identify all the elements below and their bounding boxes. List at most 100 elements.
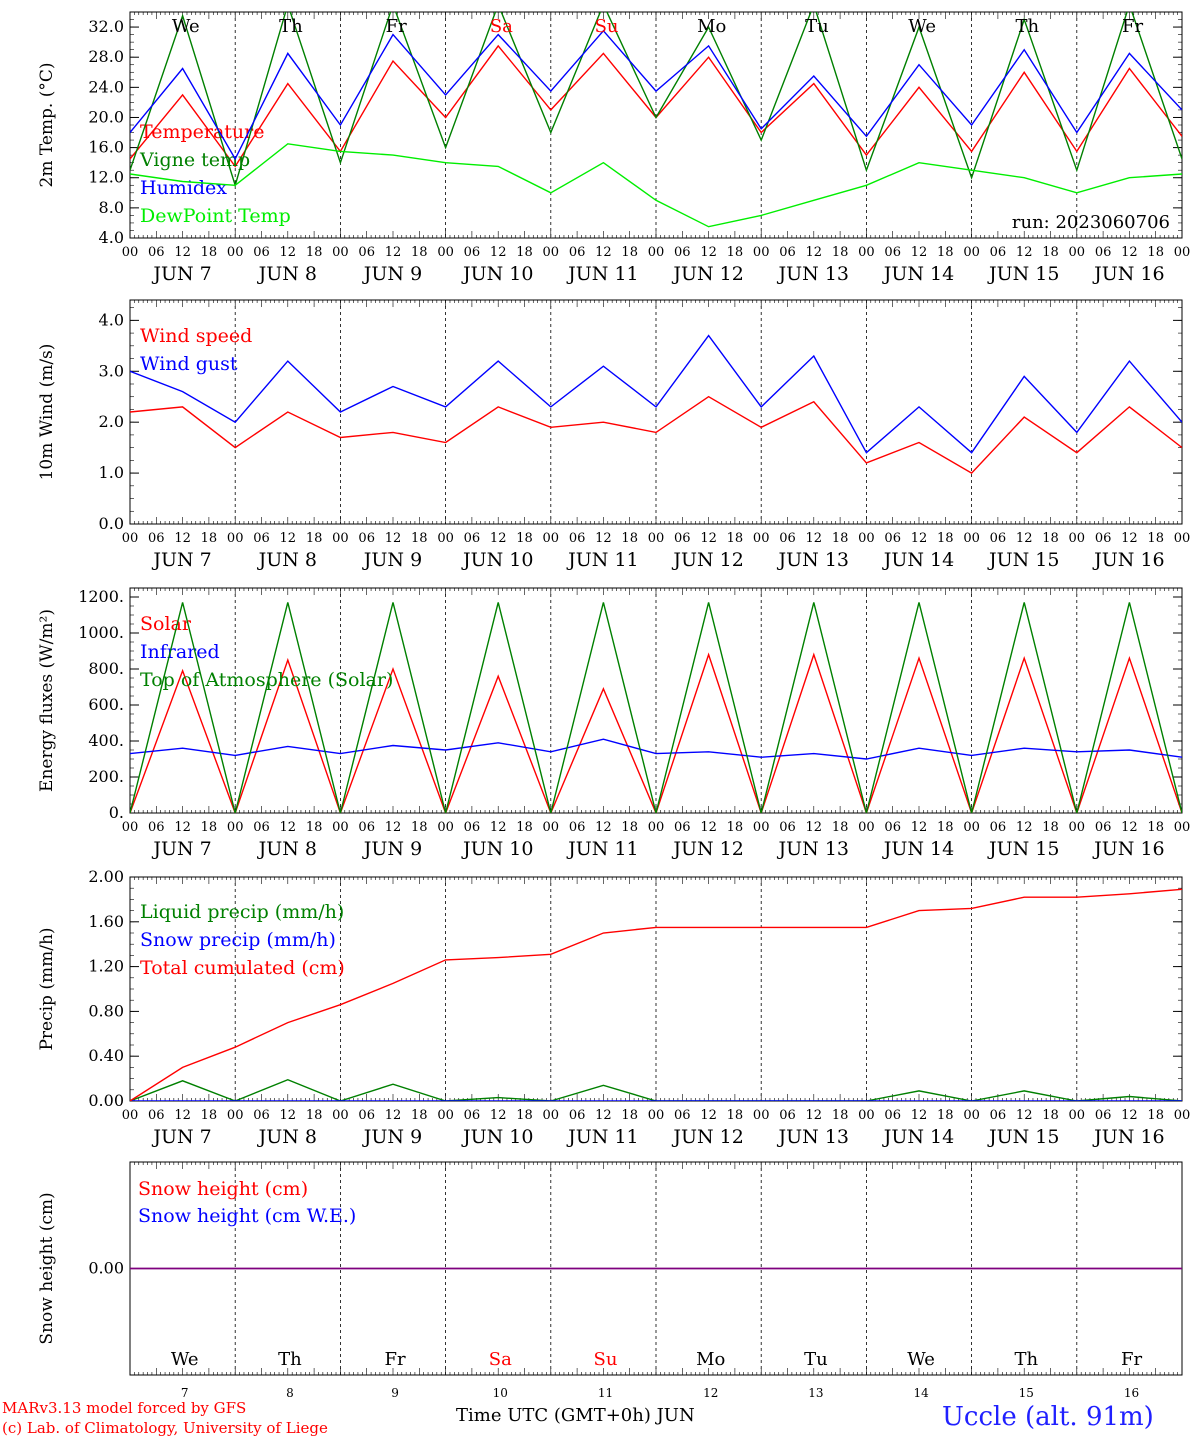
hour-tick-label: 12 — [280, 245, 297, 260]
hour-tick-label: 00 — [437, 820, 454, 835]
hour-tick-label: 06 — [674, 245, 691, 260]
hour-tick-label: 18 — [1147, 820, 1164, 835]
date-label: JUN 16 — [1092, 1126, 1164, 1148]
hour-tick-label: 06 — [990, 531, 1007, 546]
hour-tick-label: 18 — [1042, 531, 1059, 546]
hour-tick-label: 18 — [1147, 1108, 1164, 1123]
hour-tick-label: 18 — [1147, 531, 1164, 546]
series-line-1 — [130, 1078, 1182, 1101]
hour-tick-label: 06 — [1095, 1108, 1112, 1123]
date-label: JUN 14 — [882, 838, 954, 860]
hour-tick-label: 18 — [201, 820, 218, 835]
day-abbr-label: We — [907, 1349, 935, 1370]
legend-entry: Infrared — [140, 641, 220, 663]
series-line-3 — [130, 602, 1182, 813]
date-label: JUN 9 — [362, 1126, 422, 1148]
y-axis-label: Snow height (cm) — [37, 1192, 57, 1344]
date-label: JUN 16 — [1092, 263, 1164, 285]
hour-tick-label: 06 — [884, 245, 901, 260]
date-label: JUN 16 — [1092, 549, 1164, 571]
hour-tick-label: 18 — [1042, 1108, 1059, 1123]
hour-tick-label: 18 — [937, 820, 954, 835]
date-label: JUN 7 — [151, 838, 211, 860]
legend-entry: Humidex — [140, 177, 227, 199]
date-label: JUN 13 — [777, 1126, 849, 1148]
date-label: JUN 9 — [362, 838, 422, 860]
hour-tick-label: 18 — [727, 1108, 744, 1123]
legend-entry: Snow height (cm) — [138, 1178, 308, 1200]
hour-tick-label: 00 — [332, 245, 349, 260]
day-abbr-label: Th — [1014, 1349, 1038, 1370]
hour-tick-label: 18 — [411, 245, 428, 260]
hour-tick-label: 06 — [253, 245, 270, 260]
hour-tick-label: 00 — [753, 531, 770, 546]
date-label: JUN 15 — [987, 1126, 1059, 1148]
series-line-2 — [130, 334, 1182, 454]
panel-2: 0.0 1.0 2.0 3.0 4.0 10m Wind (m/s) Wind speed W… — [37, 299, 1190, 571]
hour-tick-label: 00 — [648, 531, 665, 546]
hour-tick-label: 12 — [595, 245, 612, 260]
y-axis-label: Energy fluxes (W/m²) — [37, 609, 57, 792]
date-label: JUN 8 — [257, 549, 317, 571]
hour-tick-label: 12 — [1121, 531, 1138, 546]
date-label: JUN 10 — [461, 549, 533, 571]
date-label: JUN 15 — [987, 263, 1059, 285]
hour-tick-label: 06 — [464, 245, 481, 260]
y-tick-label: 0.80 — [88, 1001, 124, 1020]
hour-tick-label: 18 — [621, 245, 638, 260]
hour-tick-label: 00 — [332, 820, 349, 835]
y-tick-label: 0.40 — [88, 1046, 124, 1065]
date-number-label: 13 — [808, 1386, 823, 1400]
date-label: JUN 10 — [461, 838, 533, 860]
hour-tick-label: 00 — [227, 1108, 244, 1123]
date-label: JUN 15 — [987, 838, 1059, 860]
date-label: JUN 13 — [777, 263, 849, 285]
hour-tick-label: 12 — [700, 245, 717, 260]
hour-tick-label: 12 — [174, 1108, 191, 1123]
hour-tick-label: 00 — [332, 1108, 349, 1123]
hour-tick-label: 12 — [280, 1108, 297, 1123]
day-abbr-label: Fr — [1122, 16, 1143, 37]
day-abbr-label: Mo — [696, 1349, 725, 1370]
day-abbr-label: Mo — [697, 16, 726, 37]
hour-tick-label: 00 — [648, 245, 665, 260]
hour-tick-label: 00 — [543, 245, 560, 260]
hour-tick-label: 06 — [884, 531, 901, 546]
hour-tick-label: 00 — [227, 820, 244, 835]
legend-entry: Wind gust — [140, 353, 238, 375]
hour-tick-label: 06 — [148, 245, 165, 260]
hour-tick-label: 00 — [1069, 1108, 1086, 1123]
hour-tick-label: 18 — [727, 820, 744, 835]
y-tick-label: 24.0 — [88, 77, 124, 96]
legend-entry: Wind speed — [140, 325, 252, 347]
hour-tick-label: 12 — [490, 245, 507, 260]
hour-tick-label: 06 — [148, 820, 165, 835]
series-line-2 — [130, 738, 1182, 760]
hour-tick-label: 00 — [332, 531, 349, 546]
hour-tick-label: 12 — [490, 531, 507, 546]
hour-tick-label: 00 — [963, 531, 980, 546]
hour-tick-label: 12 — [385, 820, 402, 835]
hour-tick-label: 18 — [832, 245, 849, 260]
hour-tick-label: 00 — [858, 1108, 875, 1123]
hour-tick-label: 18 — [832, 1108, 849, 1123]
date-label: JUN 9 — [362, 549, 422, 571]
hour-tick-label: 06 — [779, 1108, 796, 1123]
hour-tick-label: 12 — [595, 531, 612, 546]
date-number-label: 16 — [1124, 1386, 1139, 1400]
hour-tick-label: 18 — [411, 531, 428, 546]
panel-3: 0. 200. 400. 600. 800. 1000. 1200. Energy fluxe… — [37, 587, 1190, 860]
hour-tick-label: 00 — [1069, 245, 1086, 260]
hour-tick-label: 18 — [516, 245, 533, 260]
hour-tick-label: 00 — [858, 820, 875, 835]
hour-tick-label: 18 — [516, 1108, 533, 1123]
y-tick-label: 16.0 — [88, 138, 124, 157]
series-line-2 — [130, 12, 1182, 188]
series-line-1 — [130, 395, 1182, 474]
hour-tick-label: 18 — [516, 820, 533, 835]
hour-tick-label: 12 — [911, 820, 928, 835]
hour-tick-label: 00 — [227, 531, 244, 546]
hour-tick-label: 12 — [1121, 1108, 1138, 1123]
y-tick-label: 0. — [109, 803, 124, 822]
y-tick-label: 32.0 — [88, 17, 124, 36]
